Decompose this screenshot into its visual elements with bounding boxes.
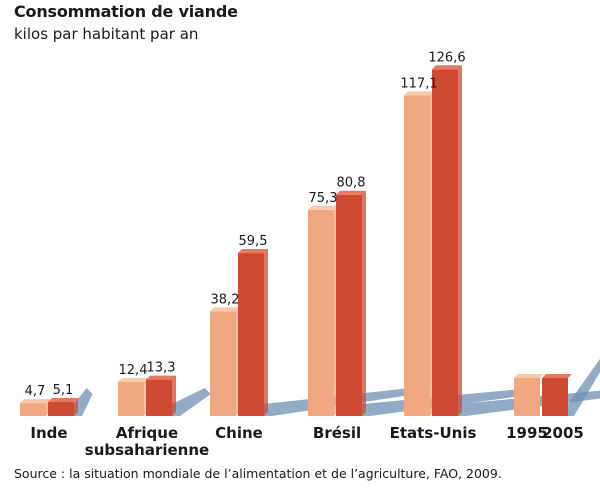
value-label-2005: 5,1 [53,383,74,398]
category-label: Afrique [116,424,178,442]
legend-label-2005: 2005 [542,424,584,442]
legend-swatch-1995 [514,374,544,416]
bar-2005 [432,65,462,417]
bar-shadow [74,388,93,416]
chart-subtitle: kilos par habitant par an [14,25,199,43]
bars [20,65,462,417]
value-labels: 4,7 5,1 12,4 13,3 38,2 59,5 75,380,8 117,1 126,6 [25,50,466,399]
legend-label-1995: 1995 [506,424,548,442]
legend-swatch-2005 [542,374,572,416]
value-label-1995: 117,1 [400,76,437,91]
bar-2005 [238,249,268,416]
bar-2005 [48,398,78,416]
source-note: Source : la situation mondiale de l’alim… [14,466,502,481]
value-label-2005: 126,6 [428,50,465,65]
value-label-1995: 75,3 [309,191,338,206]
bar-1995 [118,378,148,416]
value-label-1995: 12,4 [119,363,148,378]
bar-2005 [146,375,176,416]
chart-title: Consommation de viande [14,2,238,21]
bar-shadow [172,388,211,416]
category-label: Chine [215,424,263,442]
value-label-1995: 4,7 [25,384,46,399]
value-label-1995: 38,2 [211,292,240,307]
category-label: Etats-Unis [390,424,477,442]
value-label-2005: 13,3 [147,361,176,376]
value-label-2005: 80,8 [337,176,366,191]
bar-1995 [404,91,434,416]
legend-shadow [568,358,600,416]
bar-2005 [336,190,366,416]
bar-1995 [20,399,50,416]
category-label: subsaharienne [85,441,209,459]
category-label: Inde [30,424,67,442]
bar-1995 [308,205,338,416]
bar-1995 [210,307,240,416]
category-label: Brésil [313,424,361,442]
value-label-2005: 59,5 [239,234,268,249]
